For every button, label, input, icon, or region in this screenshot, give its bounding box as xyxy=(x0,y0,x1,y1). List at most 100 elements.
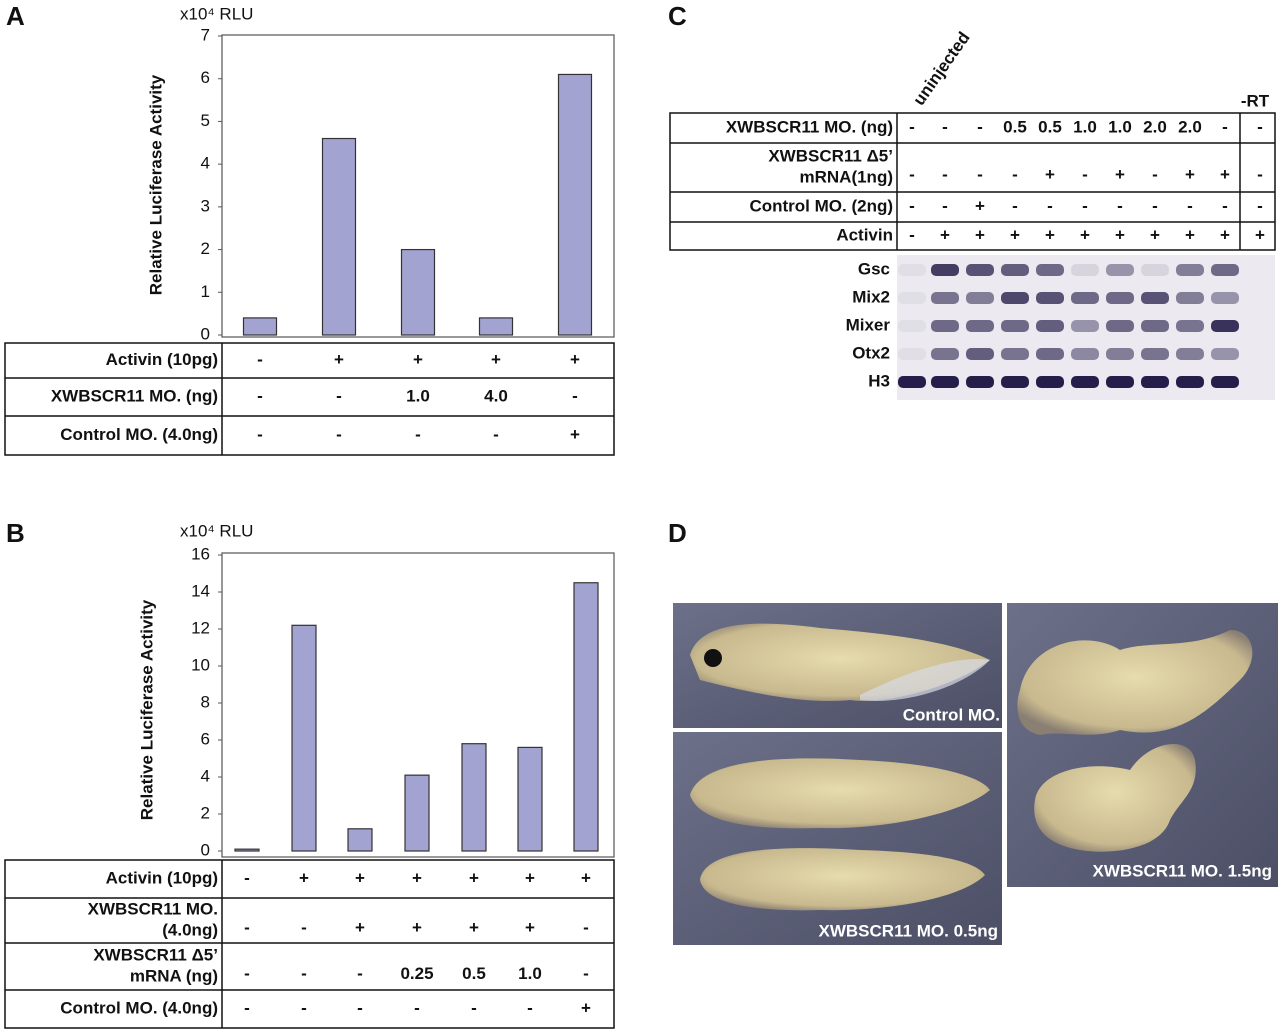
bar xyxy=(478,317,514,336)
table-cell: - xyxy=(942,165,948,184)
table-cell: + xyxy=(1045,165,1055,184)
table-cell: - xyxy=(942,196,948,215)
bar xyxy=(517,746,543,852)
table-cell: + xyxy=(1150,225,1160,244)
table-cell: + xyxy=(570,350,580,369)
gel-band xyxy=(1176,292,1204,304)
gel-band xyxy=(1036,320,1064,332)
table-cell: 1.0 xyxy=(518,964,542,983)
table-cell: - xyxy=(301,918,307,937)
photo-label: XWBSCR11 MO. 0.5ng xyxy=(819,921,998,940)
table-cell: - xyxy=(1257,117,1263,136)
table-cell: - xyxy=(942,117,948,136)
table-cell: + xyxy=(1185,165,1195,184)
table-cell: + xyxy=(355,868,365,887)
y-tick-label: 2 xyxy=(201,803,210,822)
table-cell: + xyxy=(581,868,591,887)
panel-letter: B xyxy=(6,518,25,548)
y-tick-label: 0 xyxy=(201,840,210,859)
row-label: XWBSCR11 Δ5’ xyxy=(768,146,893,165)
bar xyxy=(234,848,260,852)
fin xyxy=(860,659,990,701)
gel-row-label: Mixer xyxy=(846,315,891,334)
table-cell: - xyxy=(1187,196,1193,215)
table-cell: - xyxy=(493,425,499,444)
gel-band xyxy=(1176,376,1204,388)
y-tick-label: 1 xyxy=(201,282,210,301)
table-cell: - xyxy=(977,117,983,136)
table-cell: - xyxy=(357,998,363,1017)
row-label: mRNA(1ng) xyxy=(800,167,894,186)
gel-band xyxy=(1106,320,1134,332)
table-cell: - xyxy=(257,350,263,369)
y-tick-label: 6 xyxy=(201,68,210,87)
y-tick-label: 12 xyxy=(191,618,210,637)
gel-band xyxy=(931,348,959,360)
unit-label: x10⁴ RLU xyxy=(180,4,253,23)
gel-band xyxy=(1211,348,1239,360)
table-cell: + xyxy=(413,350,423,369)
y-tick-label: 8 xyxy=(201,692,210,711)
gel-band xyxy=(966,320,994,332)
row-label: (4.0ng) xyxy=(162,920,218,939)
table-cell: - xyxy=(1117,196,1123,215)
table-cell: 0.5 xyxy=(462,964,486,983)
table-cell: - xyxy=(244,868,250,887)
table-cell: + xyxy=(412,868,422,887)
table-cell: + xyxy=(1220,165,1230,184)
table-cell: + xyxy=(491,350,501,369)
table-cell: + xyxy=(334,350,344,369)
table-cell: + xyxy=(469,918,479,937)
table-cell: - xyxy=(909,117,915,136)
y-tick-label: 6 xyxy=(201,729,210,748)
gel-band xyxy=(1036,292,1064,304)
gel-band xyxy=(1176,264,1204,276)
gel-band xyxy=(931,320,959,332)
y-tick-label: 5 xyxy=(201,111,210,130)
embryo xyxy=(1034,743,1196,852)
gel-band xyxy=(1141,348,1169,360)
gel-band xyxy=(1176,348,1204,360)
table-cell: - xyxy=(1082,165,1088,184)
row-label: XWBSCR11 Δ5’ xyxy=(93,945,218,964)
table-cell: - xyxy=(1012,165,1018,184)
table-frame xyxy=(4,342,615,456)
column-header: -RT xyxy=(1241,91,1270,110)
table-cell: + xyxy=(1255,225,1265,244)
gel-band xyxy=(1211,292,1239,304)
row-label: Control MO. (4.0ng) xyxy=(60,425,218,444)
table-cell: + xyxy=(1220,225,1230,244)
table-cell: + xyxy=(975,225,985,244)
gel-band xyxy=(1071,320,1099,332)
table-cell: - xyxy=(583,964,589,983)
gel-band xyxy=(898,376,926,388)
table-cell: + xyxy=(1080,225,1090,244)
gel-band xyxy=(1141,264,1169,276)
gel-band xyxy=(1036,348,1064,360)
embryo xyxy=(1017,630,1253,735)
table-cell: - xyxy=(1152,196,1158,215)
panel-letter: C xyxy=(668,1,687,31)
bar xyxy=(242,317,278,336)
table-cell: + xyxy=(1045,225,1055,244)
embryo xyxy=(700,848,985,911)
gel-band xyxy=(1036,376,1064,388)
gel-band xyxy=(1141,292,1169,304)
bar xyxy=(291,624,317,852)
gel-band xyxy=(1106,348,1134,360)
table-cell: - xyxy=(336,425,342,444)
y-tick-label: 7 xyxy=(201,25,210,44)
gel-band xyxy=(1071,264,1099,276)
row-label: XWBSCR11 MO. xyxy=(88,899,218,918)
table-cell: - xyxy=(471,998,477,1017)
gel-band xyxy=(1001,348,1029,360)
table-cell: 1.0 xyxy=(406,386,430,405)
table-cell: 1.0 xyxy=(1073,117,1097,136)
gel-row-label: Otx2 xyxy=(852,343,890,362)
panel-letter: A xyxy=(6,1,25,31)
table-cell: - xyxy=(1152,165,1158,184)
table-cell: - xyxy=(301,964,307,983)
table-cell: 0.5 xyxy=(1003,117,1027,136)
plot-frame xyxy=(221,34,615,338)
gel-row-label: Mix2 xyxy=(852,287,890,306)
